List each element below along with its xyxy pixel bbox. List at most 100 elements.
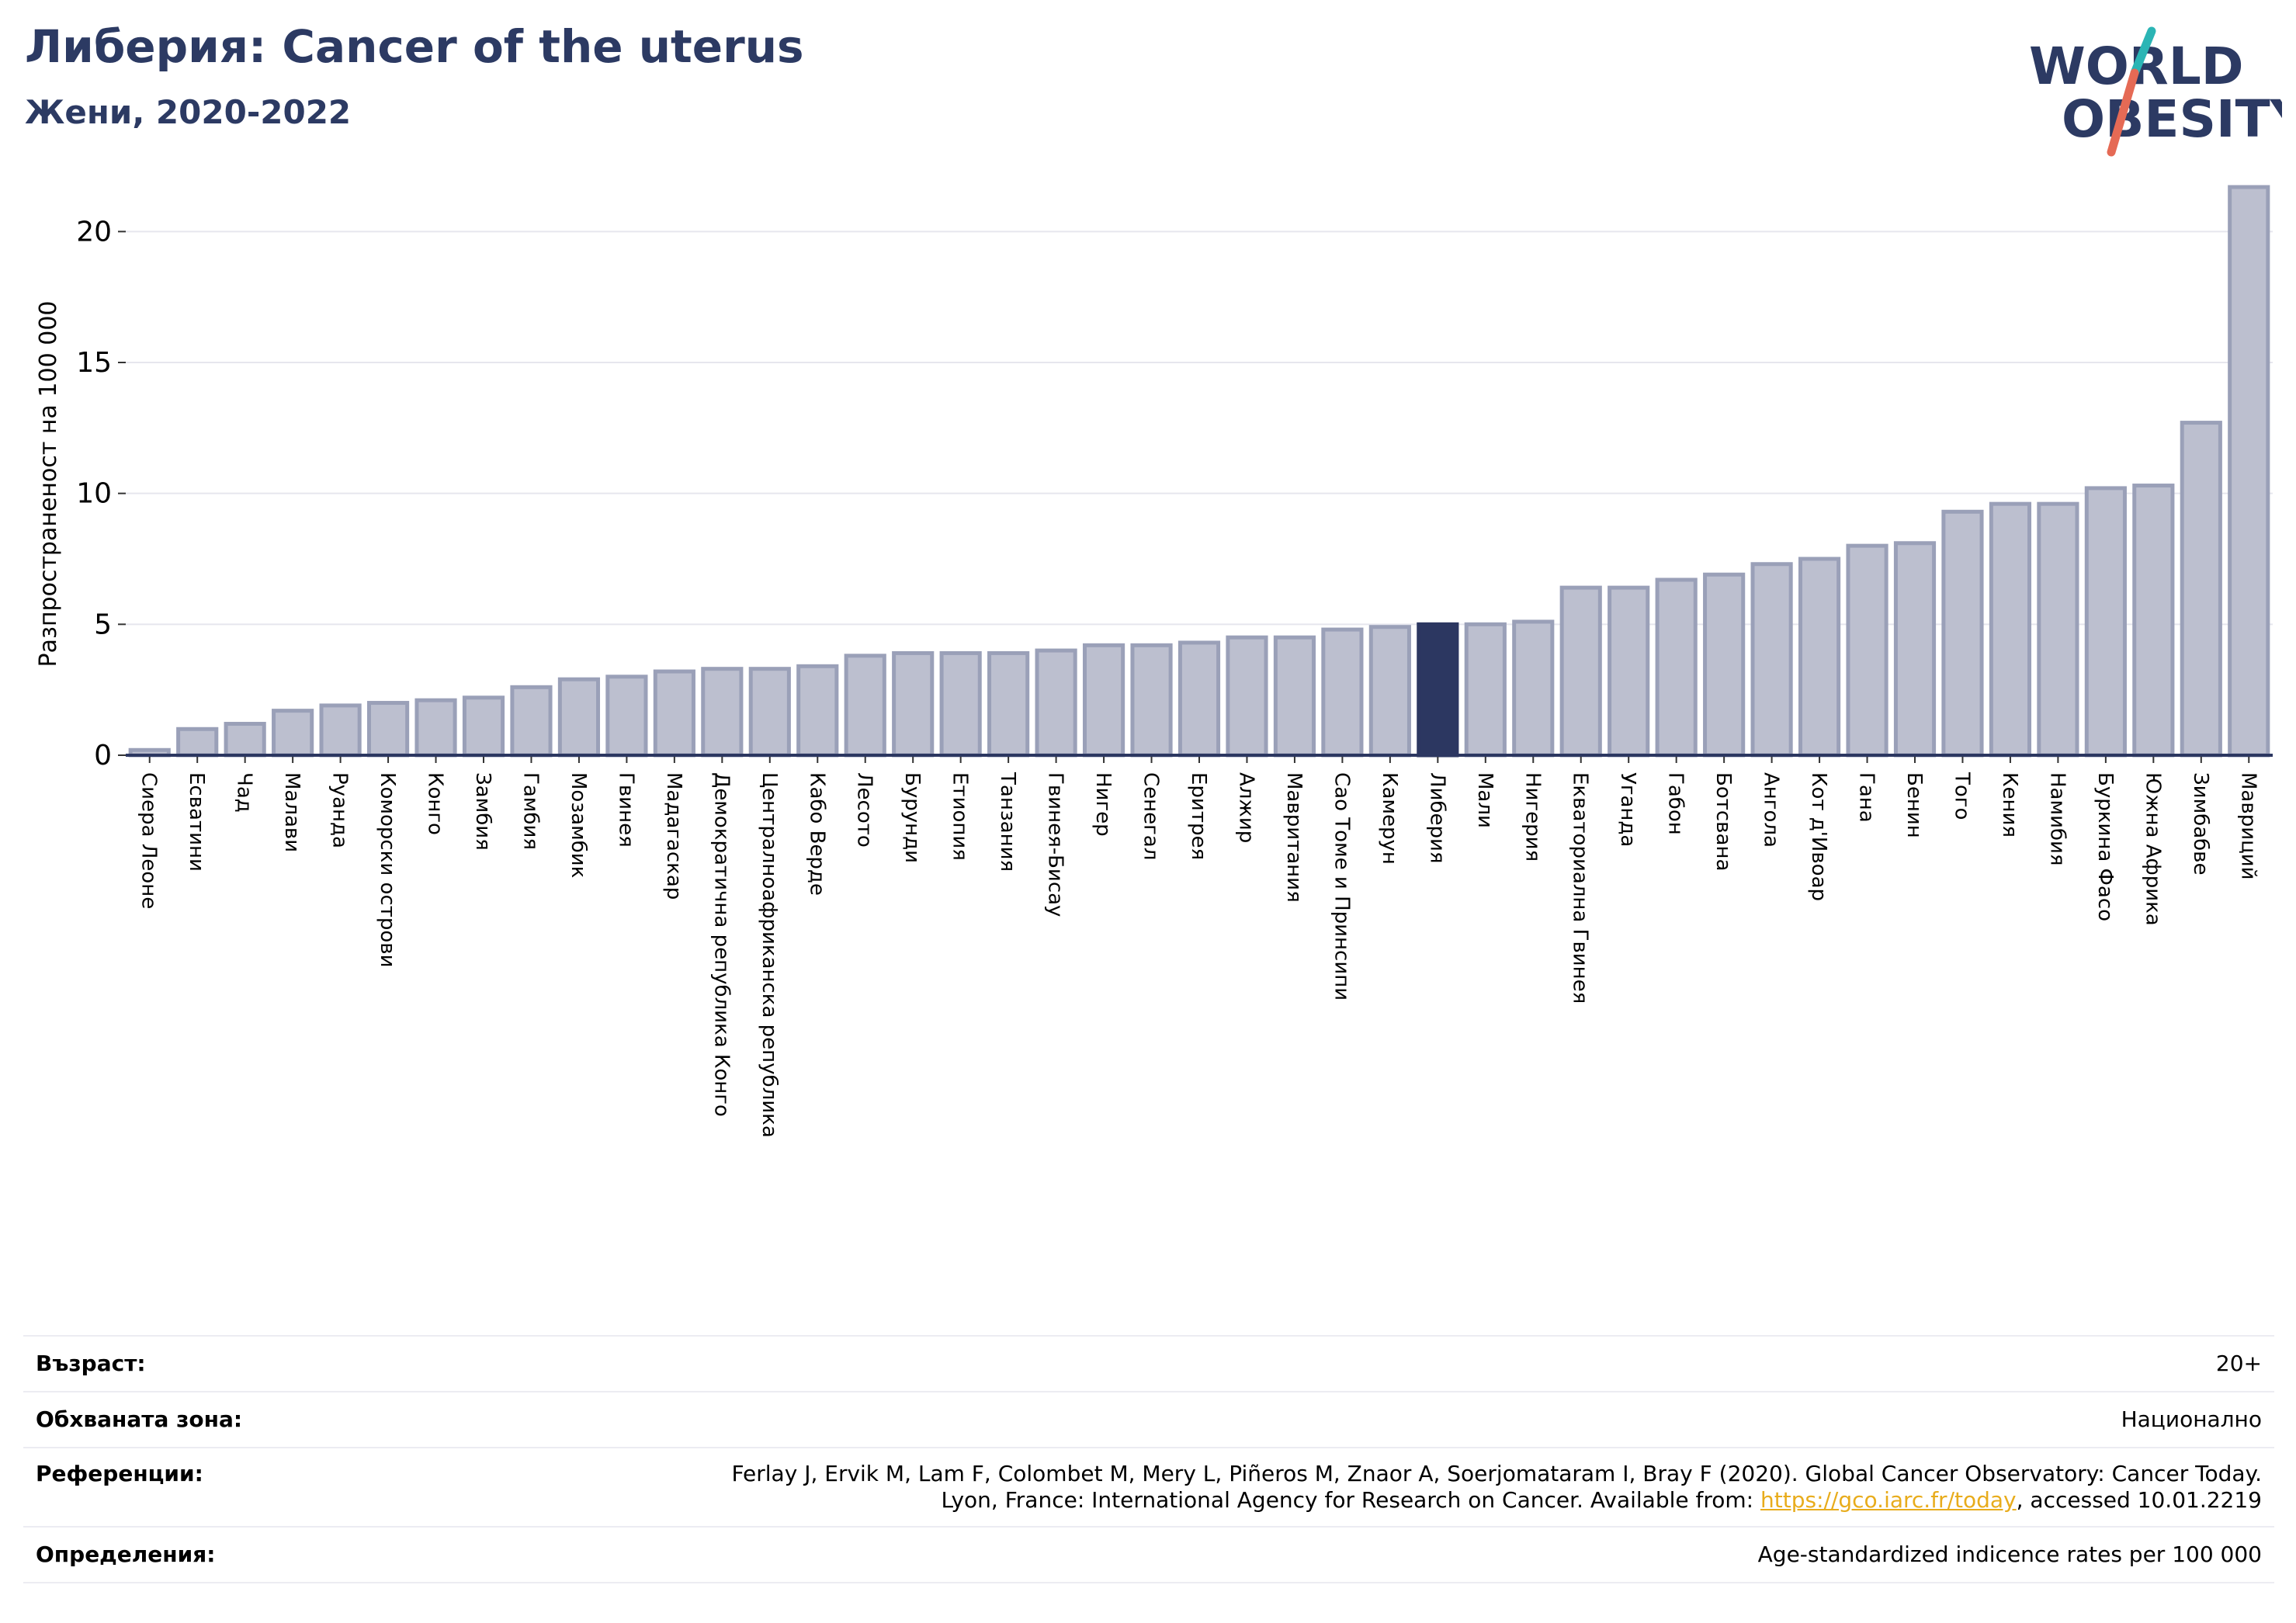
x-tick-label: Етиопия: [949, 772, 972, 861]
y-tick-label: 20: [76, 216, 112, 248]
definitions-value: Age-standardized indicence rates per 100…: [1757, 1542, 2262, 1567]
x-tick-label: Южна Африка: [2141, 772, 2164, 926]
x-tick-label: Бенин: [1902, 772, 1926, 838]
x-tick-label: Того: [1950, 772, 1973, 820]
x-tick-label: Мозамбик: [567, 772, 590, 878]
references-link[interactable]: https://gco.iarc.fr/today: [1760, 1487, 2017, 1513]
y-tick-label: 15: [76, 347, 112, 379]
definitions-label: Определения:: [36, 1542, 216, 1567]
x-tick-label: Зимбабве: [2189, 772, 2212, 876]
y-tick-label: 0: [94, 740, 112, 772]
x-tick-label: Гамбия: [519, 772, 542, 850]
bar: [272, 709, 314, 758]
x-tick-label: Руанда: [328, 772, 352, 848]
x-tick-label: Централноафриканска република: [758, 772, 781, 1138]
bar: [844, 654, 886, 758]
x-tick-label: Лесото: [853, 772, 876, 848]
references-line-2-suffix: , accessed 10.01.2219: [2016, 1487, 2262, 1513]
x-tick-label: Малави: [280, 772, 303, 852]
area-label: Обхваната зона:: [36, 1406, 243, 1432]
references-value: Ferlay J, Ervik M, Lam F, Colombet M, Me…: [731, 1461, 2262, 1514]
y-tick-label: 10: [76, 478, 112, 510]
info-row-references: Референции: Ferlay J, Ervik M, Lam F, Co…: [23, 1447, 2274, 1526]
x-tick-label: Бурунди: [900, 772, 924, 863]
bar: [1368, 625, 1411, 758]
bar: [510, 685, 553, 758]
bar: [748, 667, 791, 758]
bar: [224, 722, 266, 758]
x-tick-label: Еритрея: [1187, 772, 1210, 860]
bar: [1177, 640, 1221, 758]
logo-slash-bottom: [2107, 68, 2139, 157]
bar: [1273, 635, 1316, 758]
bar-highlight: [1417, 622, 1459, 758]
bar: [1035, 648, 1077, 758]
bar: [462, 695, 505, 758]
bar: [796, 664, 839, 758]
area-value: Национално: [2121, 1406, 2262, 1432]
bar: [1559, 585, 1602, 758]
references-label: Референции:: [36, 1461, 203, 1486]
bar: [557, 677, 601, 758]
x-tick-label: Габон: [1664, 772, 1687, 835]
x-tick-label: Демократична република Конго: [709, 772, 733, 1117]
x-tick-label: Чад: [233, 772, 256, 813]
x-tick-label: Нигерия: [1521, 772, 1544, 862]
bar: [176, 727, 219, 758]
x-tick-label: Сенегал: [1139, 772, 1163, 860]
bar: [1846, 543, 1888, 758]
x-tick-label: Гвинея: [614, 772, 637, 848]
x-tick-label: Буркина Фасо: [2093, 772, 2117, 921]
bar: [1321, 627, 1364, 758]
x-tick-label: Либерия: [1425, 772, 1448, 864]
bar: [2180, 421, 2222, 758]
bar: [653, 669, 695, 758]
x-tick-label: Уганда: [1616, 772, 1639, 847]
x-tick-label: Мадагаскар: [662, 772, 685, 900]
bar: [1512, 619, 1555, 758]
references-line-1: Ferlay J, Ervik M, Lam F, Colombet M, Me…: [731, 1461, 2262, 1486]
bar: [1798, 557, 1841, 758]
x-tick-label: Кот д'Ивоар: [1807, 772, 1830, 901]
x-tick-label: Гвинея-Бисау: [1044, 772, 1067, 917]
bar: [1703, 572, 1746, 758]
references-line-2-prefix: Lyon, France: International Agency for R…: [941, 1487, 1760, 1513]
bar: [366, 701, 410, 758]
bar: [2084, 486, 2127, 758]
x-tick-label: Кабо Верде: [805, 772, 828, 896]
bar: [1750, 562, 1793, 758]
x-tick-label: Сиера Леоне: [137, 772, 161, 909]
x-tick-label: Замбия: [471, 772, 494, 851]
x-tick-label: Екваториална Гвинея: [1569, 772, 1592, 1004]
bar: [1464, 622, 1507, 758]
y-tick-label: 5: [94, 609, 112, 640]
bar: [1989, 501, 2032, 758]
bar: [2132, 484, 2175, 758]
bar-chart: 0 5 10 15 20 Разпространеност на 100 000 Сиера…: [35, 185, 2273, 1138]
x-tick-label: Алжир: [1234, 772, 1257, 843]
world-obesity-logo: WORLD OBESITY: [2029, 26, 2282, 157]
bar: [1130, 643, 1173, 758]
x-tick-label: Сао Томе и Принсипи: [1330, 772, 1353, 1001]
x-tick-label: Коморски острови: [376, 772, 399, 968]
bar: [1655, 577, 1698, 758]
y-axis-label: Разпространеност на 100 000: [35, 301, 62, 668]
references-line-2: Lyon, France: International Agency for R…: [731, 1487, 2262, 1514]
bar: [2228, 185, 2270, 758]
age-label: Възраст:: [36, 1351, 146, 1376]
logo-slash-top: [2130, 26, 2156, 78]
bar: [1893, 541, 1937, 758]
info-row-age: Възраст: 20+: [23, 1335, 2274, 1391]
bar: [414, 698, 457, 758]
info-table: Възраст: 20+ Обхваната зона: Национално …: [23, 1335, 2274, 1583]
x-tick-label: Мавритания: [1282, 772, 1306, 903]
bar: [1941, 509, 1984, 758]
x-tick-label: Кения: [1998, 772, 2021, 838]
x-tick-label: Камерун: [1378, 772, 1401, 865]
x-tick-label: Нигер: [1091, 772, 1115, 837]
age-value: 20+: [2215, 1351, 2262, 1376]
chart-title: Либерия: Cancer of the uterus: [25, 20, 804, 73]
bar: [939, 650, 982, 758]
x-tick-label: Ангола: [1760, 772, 1783, 848]
bar: [987, 650, 1030, 758]
